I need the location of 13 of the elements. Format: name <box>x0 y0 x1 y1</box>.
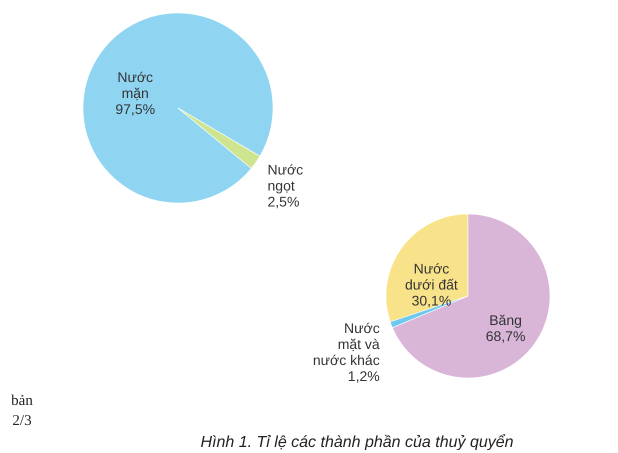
pie-slice <box>178 108 260 169</box>
slice-label: Nước ngọt <box>267 162 304 194</box>
data-label: 30,1% <box>412 292 452 309</box>
slice-label: Nước mặn <box>117 69 154 102</box>
text: bản 2/3 <box>11 393 34 429</box>
text: Hình 1. Tỉ lệ các thành phần của thuỷ quyển <box>200 434 514 451</box>
data-label: 68,7% <box>486 328 526 344</box>
slice-label: Băng <box>489 312 522 328</box>
slice-label: Nước mặt và nước khác <box>312 320 380 368</box>
slice-label: Nước dưới đất <box>405 260 458 293</box>
data-label: 1,2% <box>348 368 380 384</box>
data-label: 2,5% <box>267 194 300 210</box>
data-label: 97,5% <box>115 101 156 118</box>
